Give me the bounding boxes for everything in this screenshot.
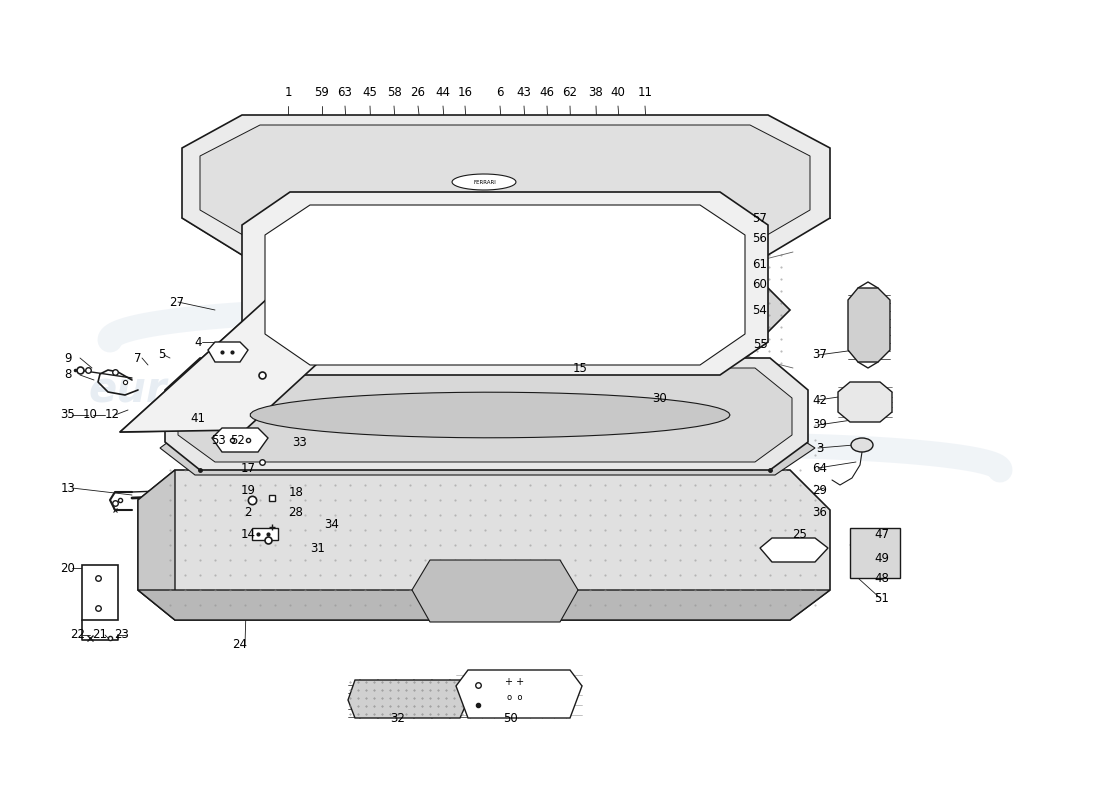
Text: 31: 31 [310,542,326,554]
Text: 7: 7 [134,351,142,365]
Text: 23: 23 [114,629,130,642]
Polygon shape [200,125,810,245]
Polygon shape [348,680,468,718]
Polygon shape [456,670,582,718]
Text: 11: 11 [638,86,652,98]
Text: 3: 3 [816,442,824,454]
Text: 44: 44 [436,86,451,98]
Polygon shape [412,560,578,622]
Text: 2: 2 [244,506,252,518]
Text: 6: 6 [496,86,504,98]
Text: 10: 10 [82,409,98,422]
Text: 56: 56 [752,231,768,245]
Text: 60: 60 [752,278,768,291]
Text: 15: 15 [573,362,587,374]
Text: 1: 1 [284,86,292,98]
Text: 46: 46 [539,86,554,98]
Text: 52: 52 [231,434,245,446]
Polygon shape [82,565,118,620]
Text: 64: 64 [813,462,827,474]
Text: 53: 53 [210,434,225,446]
Text: 36: 36 [813,506,827,518]
Text: 62: 62 [562,86,578,98]
Polygon shape [138,470,830,620]
Text: 49: 49 [874,551,890,565]
Text: 55: 55 [752,338,768,351]
Text: 16: 16 [458,86,473,98]
Text: 28: 28 [288,506,304,518]
Text: 50: 50 [503,711,517,725]
Text: 57: 57 [752,211,768,225]
Polygon shape [212,428,268,452]
Text: 5: 5 [158,349,166,362]
Polygon shape [242,192,768,375]
Polygon shape [178,368,792,462]
Text: 12: 12 [104,409,120,422]
Text: 39: 39 [813,418,827,431]
Text: 20: 20 [60,562,76,574]
Text: 40: 40 [610,86,626,98]
Text: 22: 22 [70,629,86,642]
Text: 30: 30 [652,391,668,405]
Text: 24: 24 [232,638,248,651]
Polygon shape [160,422,815,475]
Text: 58: 58 [386,86,402,98]
Text: 32: 32 [390,711,406,725]
Text: 17: 17 [241,462,255,474]
Text: 54: 54 [752,303,768,317]
Polygon shape [208,342,248,362]
Polygon shape [120,260,430,432]
Polygon shape [138,470,175,620]
Text: 61: 61 [752,258,768,271]
Text: 27: 27 [169,295,185,309]
Text: 4: 4 [195,335,201,349]
Text: eurospares: eurospares [488,519,751,561]
Polygon shape [260,250,790,370]
Text: 33: 33 [293,435,307,449]
Polygon shape [165,358,808,470]
Polygon shape [838,382,892,422]
Text: 41: 41 [190,411,206,425]
Polygon shape [760,538,828,562]
Polygon shape [252,528,278,540]
Text: 47: 47 [874,529,890,542]
Text: o  o: o o [507,693,522,702]
Text: 14: 14 [241,529,255,542]
Ellipse shape [851,438,873,452]
Text: 63: 63 [338,86,352,98]
Text: 18: 18 [288,486,304,498]
Polygon shape [848,288,890,362]
Text: 42: 42 [813,394,827,406]
Text: 37: 37 [813,349,827,362]
Text: 8: 8 [64,369,72,382]
Text: 13: 13 [60,482,76,494]
Text: 26: 26 [410,86,426,98]
Text: eurospares: eurospares [88,369,352,411]
Polygon shape [265,205,745,365]
Polygon shape [182,115,830,255]
Text: 29: 29 [813,483,827,497]
Polygon shape [850,528,900,578]
Text: FERRARI: FERRARI [474,179,496,185]
Text: 19: 19 [241,483,255,497]
Text: 38: 38 [588,86,604,98]
Text: 59: 59 [315,86,329,98]
Text: 51: 51 [874,591,890,605]
Polygon shape [452,174,516,190]
Text: 35: 35 [60,409,76,422]
Polygon shape [251,392,730,438]
Text: 43: 43 [517,86,531,98]
Text: 48: 48 [874,571,890,585]
Text: 25: 25 [793,529,807,542]
Text: + +: + + [505,677,525,687]
Text: 21: 21 [92,629,108,642]
Text: 34: 34 [324,518,340,531]
Polygon shape [138,590,830,620]
Text: 9: 9 [64,351,72,365]
Text: 45: 45 [363,86,377,98]
